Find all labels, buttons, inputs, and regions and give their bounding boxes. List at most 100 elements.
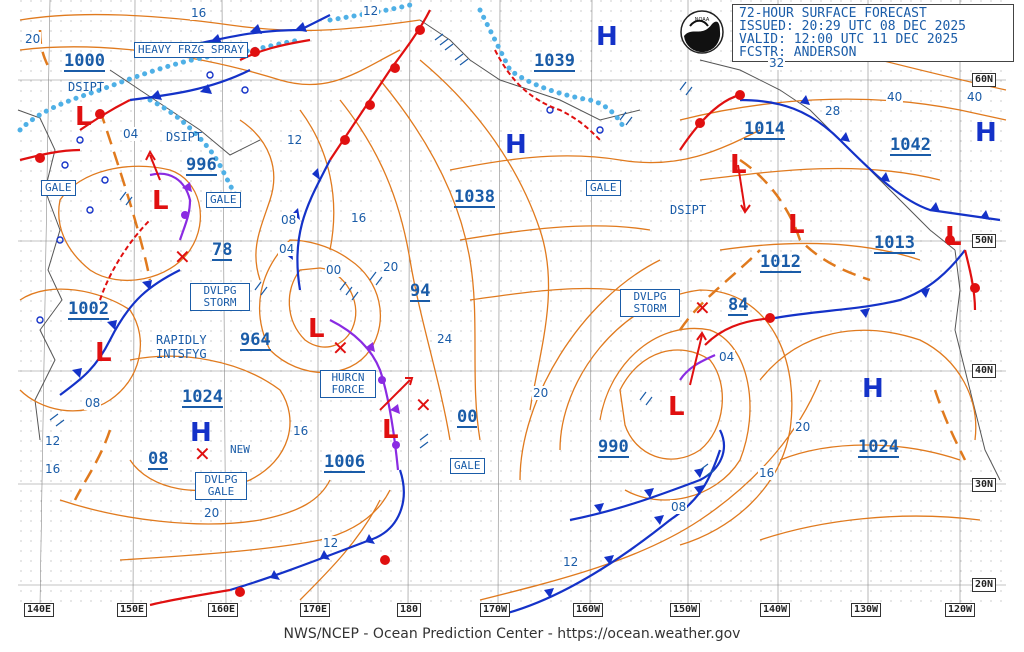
isobar-label: 12 <box>286 133 304 147</box>
isobars <box>19 13 1007 601</box>
note-label: DSIPT <box>68 80 105 94</box>
warning-box: DVLPG GALE <box>195 472 247 500</box>
forecast-header: 72-HOUR SURFACE FORECAST ISSUED: 20:29 U… <box>732 4 1014 62</box>
pressure-label: 1038 <box>454 187 495 208</box>
noaa-logo: NOAA <box>680 10 724 54</box>
pressure-label: 1042 <box>890 135 931 156</box>
pressure-label: 94 <box>410 281 431 302</box>
isobar-label: 04 <box>278 242 296 256</box>
lon-label: 130W <box>851 603 882 617</box>
pressure-label: 1000 <box>64 51 105 72</box>
isobar-label: 00 <box>325 263 343 277</box>
lon-label: 140W <box>760 603 791 617</box>
warning-box: GALE <box>450 458 485 474</box>
lat-label: 20N <box>972 578 997 592</box>
isobar-label: 12 <box>362 4 380 18</box>
lat-label: 60N <box>972 73 997 87</box>
warm-front-pips <box>35 25 980 597</box>
pressure-label: 1014 <box>744 119 785 140</box>
low-pressure-symbol: L <box>730 150 747 180</box>
warning-box: DVLPG STORM <box>190 283 250 311</box>
isobar-label: 24 <box>436 332 454 346</box>
warning-box: GALE <box>586 180 621 196</box>
isobar-label: 20 <box>203 506 221 520</box>
low-pressure-symbol: L <box>945 222 962 252</box>
isobar-label: 08 <box>280 213 298 227</box>
x-mark: ✕ <box>174 245 191 269</box>
header-issued: ISSUED: 20:29 UTC 08 DEC 2025 <box>739 19 966 34</box>
warning-box: DVLPG STORM <box>620 289 680 317</box>
note-label: DSIPT <box>670 203 707 217</box>
lat-label: 30N <box>972 478 997 492</box>
isobar-label: 20 <box>794 420 812 434</box>
lon-label: 170E <box>300 603 331 617</box>
lat-label: 50N <box>972 234 997 248</box>
high-pressure-symbol: H <box>862 374 884 404</box>
troughs <box>38 29 967 501</box>
freezing-spray-symbols <box>36 71 604 324</box>
pressure-label: 84 <box>728 295 749 316</box>
warning-box: HURCN FORCE <box>320 370 376 398</box>
isobar-label: 16 <box>190 6 208 20</box>
map-dot-grid <box>18 0 1006 605</box>
isobar-label: 16 <box>292 424 310 438</box>
lon-label: 170W <box>480 603 511 617</box>
isobar-label: 40 <box>886 90 904 104</box>
low-pressure-symbol: L <box>382 415 399 445</box>
x-mark: ✕ <box>415 393 432 417</box>
pressure-label: 1006 <box>324 452 365 473</box>
isobar-label: 32 <box>768 56 786 70</box>
isobar-label: 12 <box>322 536 340 550</box>
pressure-label: 78 <box>212 240 233 261</box>
isobar-label: 28 <box>824 104 842 118</box>
isobar-label: 20 <box>382 260 400 274</box>
lon-label: 150E <box>117 603 148 617</box>
pressure-label: 990 <box>598 437 629 458</box>
x-mark: ✕ <box>694 296 711 320</box>
pressure-label: 00 <box>457 407 478 428</box>
isobar-label: 16 <box>758 466 776 480</box>
isobar-label: 16 <box>44 462 62 476</box>
pressure-label: 964 <box>240 330 271 351</box>
wind-barbs <box>49 33 715 477</box>
low-pressure-symbol: L <box>152 186 169 216</box>
cold-front-pips <box>72 22 990 598</box>
isobar-label: 08 <box>670 500 688 514</box>
isobar-label: 12 <box>44 434 62 448</box>
pressure-label: 1024 <box>858 437 899 458</box>
pressure-label: 1024 <box>182 387 223 408</box>
lon-label: 180 <box>397 603 422 617</box>
red-box-lines <box>99 49 601 301</box>
footer-credit: NWS/NCEP - Ocean Prediction Center - htt… <box>283 626 741 642</box>
lon-label: 140E <box>24 603 55 617</box>
low-pressure-symbol: L <box>95 338 112 368</box>
note-label: DSIPT <box>166 130 203 144</box>
pressure-label: 08 <box>148 449 169 470</box>
x-mark: ✕ <box>194 442 211 466</box>
high-pressure-symbol: H <box>596 22 618 52</box>
header-forecaster: FCSTR: ANDERSON <box>739 45 857 60</box>
x-mark: ✕ <box>332 336 349 360</box>
note-label: NEW <box>230 443 250 456</box>
isobar-label: 40 <box>966 90 984 104</box>
lon-label: 120W <box>945 603 976 617</box>
low-pressure-symbol: L <box>788 210 805 240</box>
header-valid: VALID: 12:00 UTC 11 DEC 2025 <box>739 32 959 47</box>
header-title: 72-HOUR SURFACE FORECAST <box>739 6 927 21</box>
note-label: RAPIDLY <box>156 333 207 347</box>
isobar-label: 20 <box>532 386 550 400</box>
isobar-label: 12 <box>562 555 580 569</box>
storm-track-arrows <box>145 149 751 411</box>
warning-box: GALE <box>206 192 241 208</box>
isobar-label: 04 <box>718 350 736 364</box>
low-pressure-symbol: L <box>75 102 92 132</box>
isobar-label: 16 <box>350 211 368 225</box>
pressure-label: 1012 <box>760 252 801 273</box>
lon-label: 150W <box>670 603 701 617</box>
note-label: INTSFYG <box>156 347 207 361</box>
noaa-logo-text: NOAA <box>695 17 710 23</box>
isobar-label: 04 <box>122 127 140 141</box>
warning-box: GALE <box>41 180 76 196</box>
high-pressure-symbol: H <box>190 418 212 448</box>
